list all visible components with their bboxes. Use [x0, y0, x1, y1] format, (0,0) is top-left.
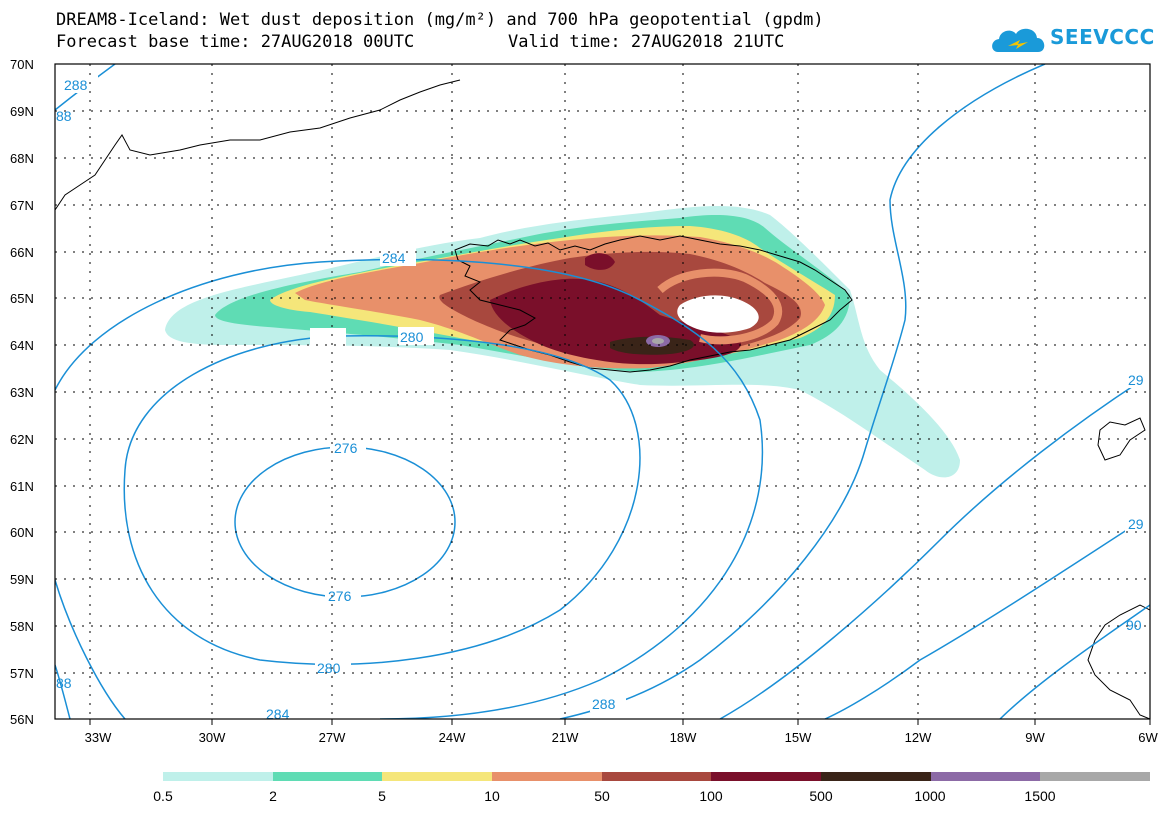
contour-296	[999, 604, 1150, 719]
contour-label-276-top: 276	[334, 440, 358, 456]
contour-label-284-bottom: 284	[266, 706, 290, 722]
legend-label: 500	[809, 788, 833, 804]
legend-label: 2	[269, 788, 277, 804]
contour-292-a	[719, 374, 1150, 719]
legend-swatch-0	[163, 772, 273, 781]
contour-label-90: 90	[1126, 617, 1142, 633]
contour-288-b	[559, 64, 1046, 719]
lon-label: 6W	[1138, 730, 1158, 745]
contour-label-280-bottom: 280	[317, 660, 341, 676]
contour-label-284-top: 284	[382, 250, 406, 266]
lon-label: 30W	[198, 730, 226, 745]
legend-swatch-3	[492, 772, 602, 781]
lat-label: 67N	[10, 198, 34, 213]
legend-swatch-6	[821, 772, 931, 781]
axis-ticks	[89, 719, 1151, 725]
lon-label: 33W	[84, 730, 112, 745]
legend-swatch-2	[382, 772, 493, 781]
lat-label: 66N	[10, 245, 34, 260]
lon-label: 9W	[1025, 730, 1045, 745]
lat-label: 63N	[10, 385, 34, 400]
iceland-coastline	[454, 235, 853, 373]
clear-area-rim	[657, 268, 783, 345]
contour-label-bg	[62, 75, 1150, 719]
coastlines	[55, 79, 1150, 719]
color-legend	[163, 772, 1151, 781]
map-frame	[54, 63, 1151, 720]
valid-time: Valid time: 27AUG2018 21UTC	[508, 32, 785, 52]
contour-label-29-right: 29	[1128, 372, 1144, 388]
lon-label: 27W	[318, 730, 346, 745]
lat-label: 64N	[10, 338, 34, 353]
clear-area	[677, 295, 759, 333]
contour-label-280-top: 280	[400, 329, 424, 345]
lat-label: 57N	[10, 666, 34, 681]
dust-level-1500	[652, 338, 664, 344]
contour-292-b	[824, 514, 1150, 719]
lon-label: 21W	[551, 730, 579, 745]
contour-276	[234, 446, 456, 598]
contour-label-276-bottom: 276	[328, 588, 352, 604]
legend-label: 50	[594, 788, 610, 804]
legend-swatch-1	[272, 772, 383, 781]
lat-label: 59N	[10, 572, 34, 587]
lat-label: 60N	[10, 525, 34, 540]
graticule	[55, 64, 1150, 719]
legend-swatch-8	[1040, 772, 1151, 781]
lat-label: 58N	[10, 619, 34, 634]
lat-label: 68N	[10, 151, 34, 166]
contour-label-88-bottomleft: 88	[56, 675, 72, 691]
legend-label: 100	[699, 788, 723, 804]
dust-level-100-north	[585, 253, 615, 270]
geopotential-contours	[55, 64, 1150, 719]
contour-label-88-left: 88	[56, 108, 72, 124]
contour-288-c	[55, 664, 71, 719]
legend-label: 0.5	[153, 788, 173, 804]
legend-label: 1000	[914, 788, 946, 804]
contour-labels: 276 276 280 280 284 284 288 288 88 88 29…	[56, 77, 1144, 722]
contour-284	[55, 258, 764, 719]
lon-label: 18W	[669, 730, 697, 745]
cloud-logo-icon	[992, 28, 1045, 52]
lat-label: 62N	[10, 432, 34, 447]
contour-280	[123, 335, 641, 666]
contour-label-288-topleft: 288	[64, 77, 88, 93]
legend-swatch-5	[711, 772, 822, 781]
greenland-coastline	[55, 79, 461, 211]
contour-label-288-bottom: 288	[592, 696, 616, 712]
forecast-base-time: Forecast base time: 27AUG2018 00UTC	[56, 32, 415, 52]
lon-label: 12W	[904, 730, 932, 745]
contour-284-left	[55, 579, 126, 719]
legend-label: 5	[378, 788, 386, 804]
legend-swatch-4	[601, 772, 712, 781]
dust-deposition-field	[165, 206, 960, 478]
map-title: DREAM8-Iceland: Wet dust deposition (mg/…	[56, 10, 824, 30]
scotland-coastline-upper	[1097, 417, 1146, 461]
lat-label: 69N	[10, 104, 34, 119]
logo-text: SEEVCCC	[1050, 25, 1155, 49]
legend-swatch-7	[930, 772, 1041, 781]
legend-label: 1500	[1024, 788, 1056, 804]
lon-label: 24W	[438, 730, 466, 745]
lat-label: 65N	[10, 291, 34, 306]
contour-label-29-right-lower: 29	[1128, 516, 1144, 532]
lat-label: 70N	[10, 57, 34, 72]
lat-label: 61N	[10, 479, 34, 494]
legend-label: 10	[484, 788, 500, 804]
lon-label: 15W	[784, 730, 812, 745]
lat-label: 56N	[10, 712, 34, 727]
scotland-coastline-lower	[1087, 604, 1150, 719]
